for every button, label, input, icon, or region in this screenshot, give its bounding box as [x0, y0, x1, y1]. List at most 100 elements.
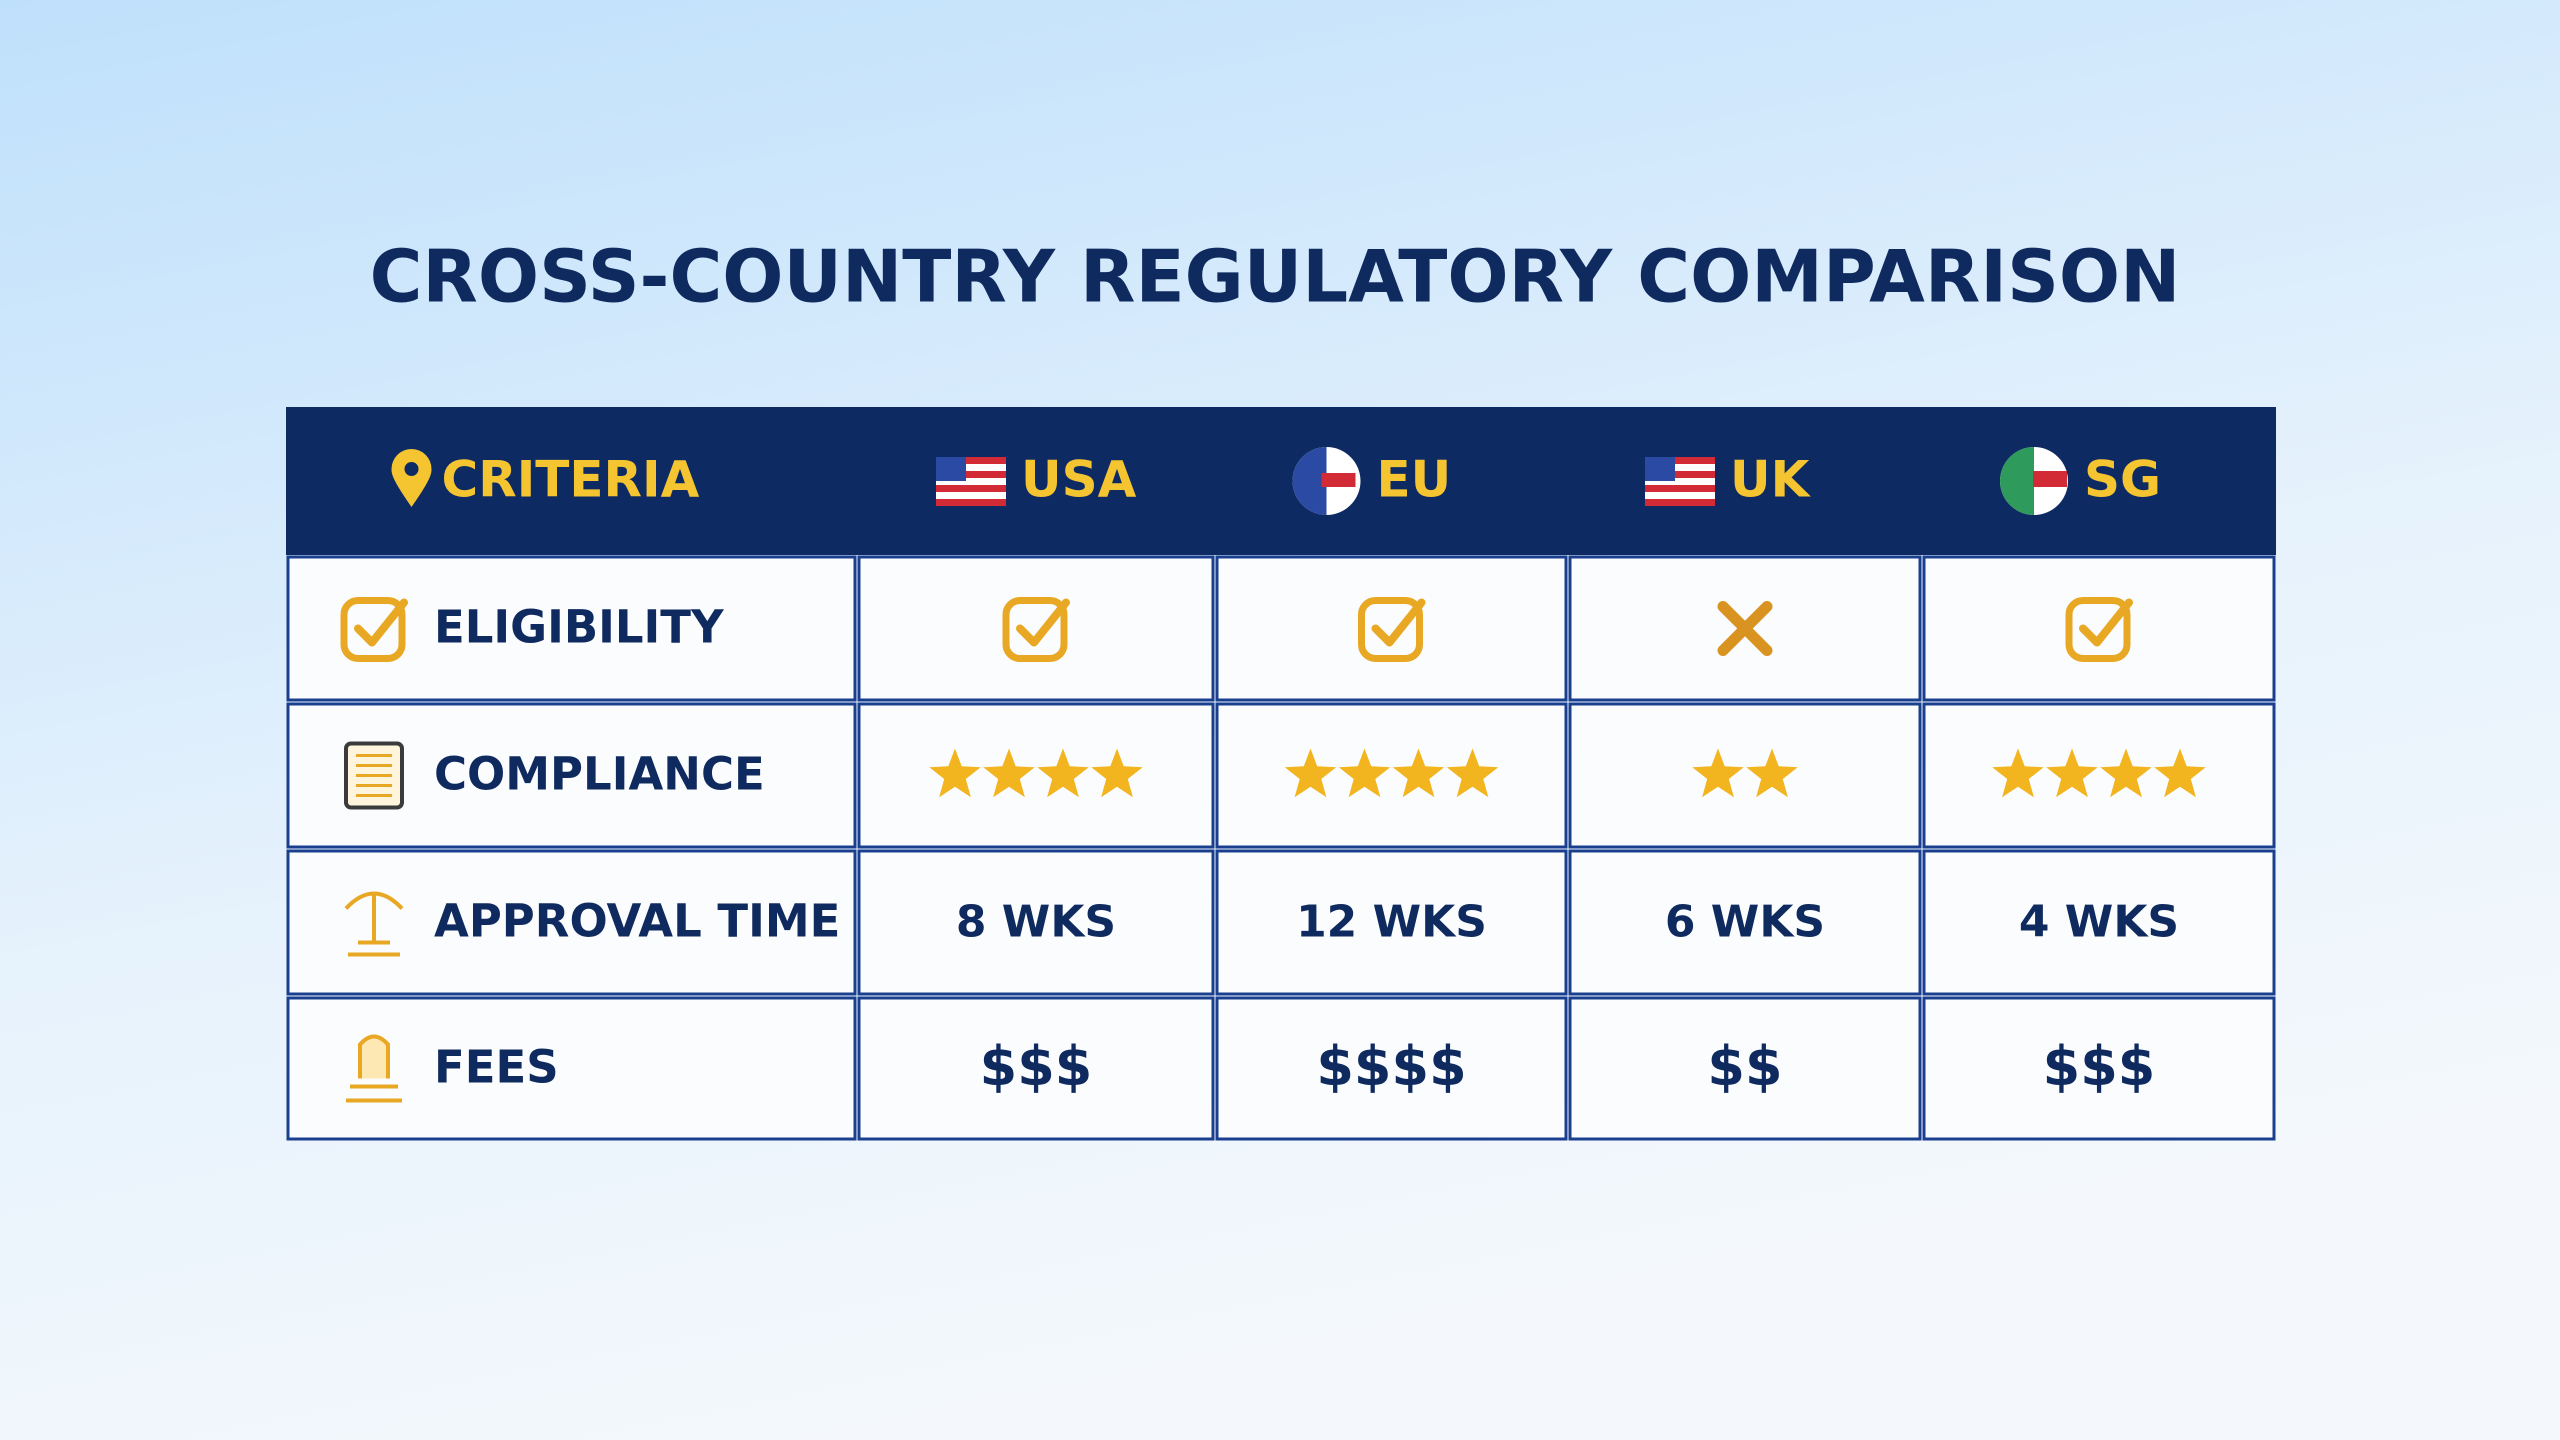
check-mark: [354, 598, 408, 647]
table-cell: [857, 555, 1215, 702]
cell-value: $$: [1707, 1035, 1782, 1098]
check-icon: [1002, 597, 1070, 662]
flag-stripe: [1645, 485, 1715, 492]
table-cell: [1922, 996, 2276, 1141]
check-mark: [1371, 598, 1426, 647]
star: [983, 748, 1035, 798]
row-label: ELIGIBILITY: [434, 601, 725, 654]
cell-value: $$$: [980, 1035, 1093, 1098]
table-cell: [1568, 702, 1922, 849]
flag-part: [2000, 447, 2034, 515]
check-mark: [1016, 598, 1070, 647]
table-cell: [1568, 996, 1922, 1141]
flag-stripe: [936, 478, 1006, 485]
flag-stripe: [1645, 478, 1715, 485]
cell-value: $$$: [2043, 1035, 2156, 1098]
star: [1037, 748, 1089, 798]
star-rating: [1992, 748, 2206, 798]
star: [1338, 748, 1391, 798]
flag-stripe: [1645, 464, 1715, 471]
star: [1992, 748, 2044, 798]
star: [1392, 748, 1445, 798]
flag-stripe: [936, 499, 1006, 506]
header-cell: EU: [1292, 447, 1452, 515]
flag-stripe: [1645, 499, 1715, 506]
flag-stripe: [936, 471, 1006, 478]
star: [2100, 748, 2152, 798]
star: [1446, 748, 1499, 798]
table-cell: [1922, 849, 2276, 996]
table-cell: [1215, 555, 1568, 702]
table-cell: [1922, 555, 2276, 702]
table-cell: [857, 849, 1215, 996]
check-box: [1358, 597, 1423, 662]
star: [1692, 748, 1744, 798]
column-header: CRITERIA: [442, 451, 700, 509]
flag-stripe: [1645, 457, 1715, 464]
table-cell: [1215, 702, 1568, 849]
table-cell: [857, 702, 1215, 849]
star-rating: [929, 748, 1143, 798]
table-cell: [286, 849, 857, 996]
star: [2046, 748, 2098, 798]
star: [1284, 748, 1337, 798]
flag-stripe: [1645, 471, 1715, 478]
table-row: ELIGIBILITY: [286, 555, 2276, 702]
header-cell: USA: [936, 451, 1137, 509]
flag-part: [2033, 471, 2067, 487]
row-label: FEES: [434, 1041, 559, 1094]
check-icon: [1358, 597, 1426, 662]
flag-part: [1321, 473, 1356, 487]
table-cell: [1568, 849, 1922, 996]
table-cell: [1922, 702, 2276, 849]
header-row: [286, 407, 2276, 555]
table: CRITERIA USA EU UK SG ELIGIBILITY COMPLIANCE AP…: [286, 407, 2276, 1141]
star: [929, 748, 981, 798]
row-label: APPROVAL TIME: [434, 895, 840, 948]
flag-canton: [1645, 457, 1675, 481]
check-box: [340, 597, 406, 662]
cross-icon: [1717, 601, 1773, 656]
column-header: SG: [2084, 451, 2161, 509]
approval-icon: [344, 891, 404, 957]
flag-part: [1292, 447, 1327, 515]
star-rating: [1692, 748, 1798, 798]
check-icon: [2065, 597, 2133, 662]
star: [1746, 748, 1798, 798]
cross-mark: [1717, 601, 1773, 656]
fee-icon: [346, 1034, 402, 1103]
header-cell: CRITERIA: [391, 449, 700, 509]
cell-value: 4 WKS: [2019, 897, 2179, 948]
pin-icon: [391, 449, 432, 507]
flag-stripe: [936, 485, 1006, 492]
table-cell: [1215, 996, 1568, 1141]
cell-value: $$$$: [1316, 1035, 1466, 1098]
header-cell: UK: [1645, 451, 1812, 509]
flag-stripe: [936, 464, 1006, 471]
column-header: EU: [1377, 451, 1452, 509]
flag-stripe: [936, 492, 1006, 499]
title: CROSS-COUNTRY REGULATORY COMPARISON: [370, 235, 2181, 319]
row-label: COMPLIANCE: [434, 748, 765, 801]
cell-value: 6 WKS: [1665, 897, 1825, 948]
table-row: COMPLIANCE: [286, 702, 2276, 849]
check-mark: [2079, 598, 2133, 647]
cell-value: 8 WKS: [956, 897, 1116, 948]
table-row: APPROVAL TIME 8 WKS 12 WKS 6 WKS 4 WKS: [286, 849, 2276, 996]
star: [1091, 748, 1143, 798]
flag-stripe: [1645, 492, 1715, 499]
cell-value: 12 WKS: [1296, 897, 1487, 948]
header-cell: SG: [2000, 447, 2161, 515]
table-row: FEES $$$ $$$$ $$ $$$: [286, 996, 2276, 1141]
star-rating: [1284, 748, 1499, 798]
flag-stripe: [936, 457, 1006, 464]
star: [2154, 748, 2206, 798]
table-cell: [1215, 849, 1568, 996]
pin-dot: [404, 462, 419, 476]
table-cell: [857, 996, 1215, 1141]
check-box: [2065, 597, 2131, 662]
column-header: USA: [1021, 451, 1137, 509]
flag-canton: [936, 457, 966, 481]
